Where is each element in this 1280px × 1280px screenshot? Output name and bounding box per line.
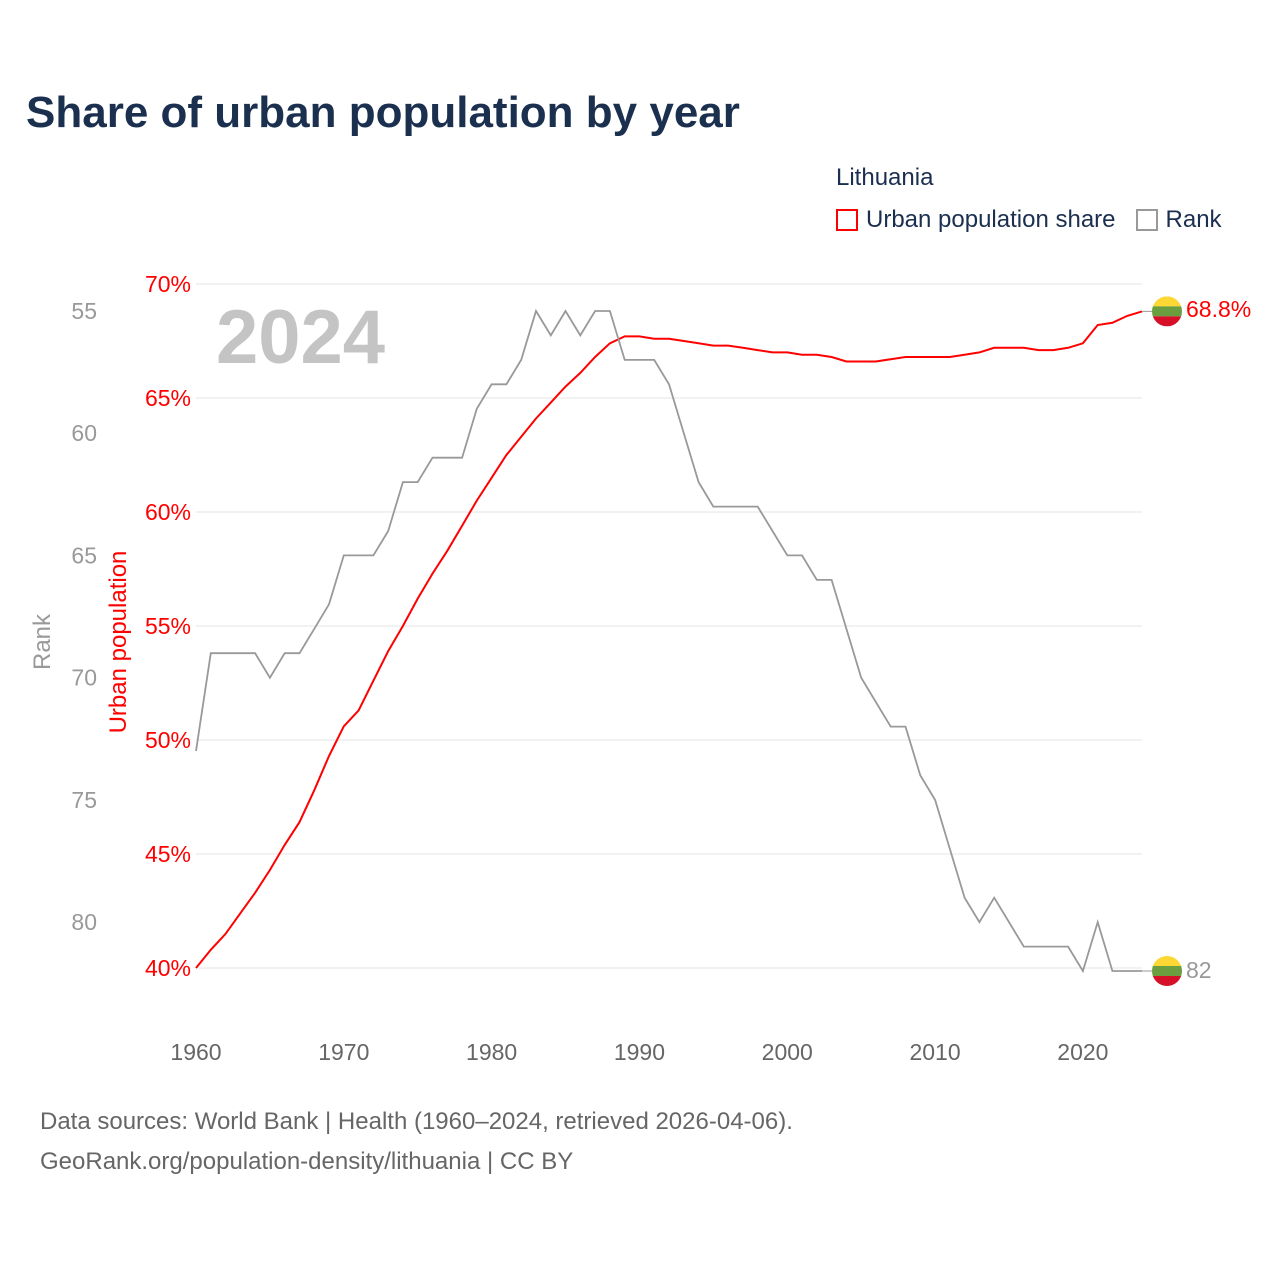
legend-label-rank: Rank: [1165, 206, 1222, 233]
share-tick-label: 40%: [145, 955, 191, 981]
footer-credit: GeoRank.org/population-density/lithuania…: [40, 1148, 574, 1175]
legend-title: Lithuania: [836, 164, 934, 191]
rank-tick-label: 70: [71, 665, 97, 691]
share-tick-label: 70%: [145, 271, 191, 297]
rank-tick-label: 55: [71, 298, 97, 324]
rank-tick-label: 60: [71, 420, 97, 446]
y-axis-label-rank: Rank: [29, 613, 56, 670]
legend-swatch-share: [836, 209, 858, 231]
share-tick-label: 50%: [145, 727, 191, 753]
y-axis-label-share: Urban population: [105, 551, 132, 734]
x-tick-label: 1970: [318, 1039, 369, 1065]
end-label-share: 68.8%: [1186, 296, 1251, 322]
x-tick-label: 2020: [1057, 1039, 1108, 1065]
footer-sources: Data sources: World Bank | Health (1960–…: [40, 1108, 793, 1135]
urban-share-line: [195, 310, 1143, 969]
share-tick-label: 55%: [145, 613, 191, 639]
year-watermark: 2024: [216, 295, 385, 380]
x-tick-label: 1960: [170, 1039, 221, 1065]
share-tick-label: 45%: [145, 841, 191, 867]
legend-swatch-rank: [1135, 209, 1158, 231]
rank-line: [195, 308, 1142, 974]
x-tick-label: 1980: [466, 1039, 517, 1065]
rank-tick-label: 80: [71, 909, 97, 935]
share-tick-label: 60%: [145, 499, 191, 525]
x-tick-label: 2000: [762, 1039, 813, 1065]
end-label-rank: 82: [1186, 957, 1212, 983]
rank-tick-label: 65: [71, 542, 97, 568]
x-tick-label: 2010: [909, 1039, 960, 1065]
x-tick-label: 1990: [614, 1039, 665, 1065]
chart-title: Share of urban population by year: [26, 88, 740, 137]
flag-marker-share: [1142, 296, 1182, 327]
share-tick-label: 65%: [145, 385, 191, 411]
legend-label-share: Urban population share: [866, 206, 1116, 233]
legend: Urban population share Rank: [836, 206, 1222, 234]
rank-tick-label: 75: [71, 787, 97, 813]
flag-marker-rank: [1142, 956, 1182, 986]
